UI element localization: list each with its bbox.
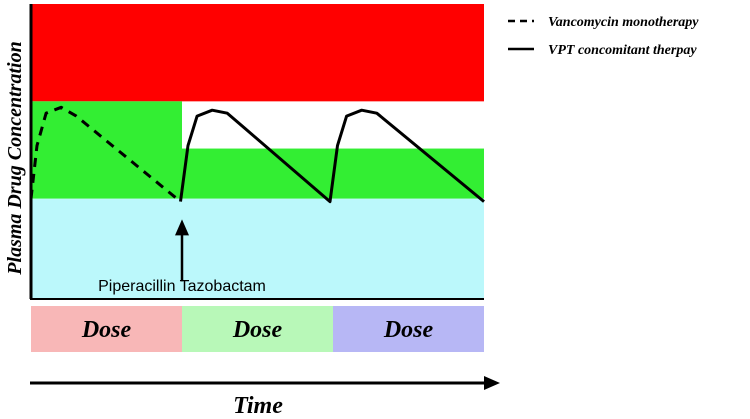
dose-row: Dose Dose Dose (31, 306, 484, 352)
series-layer (29, 105, 485, 204)
legend-label-vpt: VPT concomitant therpay (548, 43, 697, 58)
time-arrow (30, 376, 500, 390)
series-line-1 (179, 108, 485, 204)
dose-label-0: Dose (81, 317, 132, 343)
y-axis-label: Plasma Drug Concentration (4, 41, 26, 275)
x-axis-label: Time (233, 393, 283, 419)
band-toxic-0 (31, 4, 484, 102)
concentration-bands (31, 4, 484, 299)
band-subtherapeutic-0 (31, 198, 484, 299)
dose-block-2 (333, 306, 484, 352)
annotation-label: Piperacillin Tazobactam (98, 278, 266, 295)
dose-block-1 (182, 306, 333, 352)
piperacillin-arrow (175, 219, 189, 282)
legend-label-vancomycin: Vancomycin monotherapy (548, 15, 699, 30)
dose-block-0 (31, 306, 182, 352)
legend: Vancomycin monotherapy VPT concomitant t… (508, 15, 699, 58)
dose-label-1: Dose (232, 317, 283, 343)
dose-label-2: Dose (383, 317, 434, 343)
